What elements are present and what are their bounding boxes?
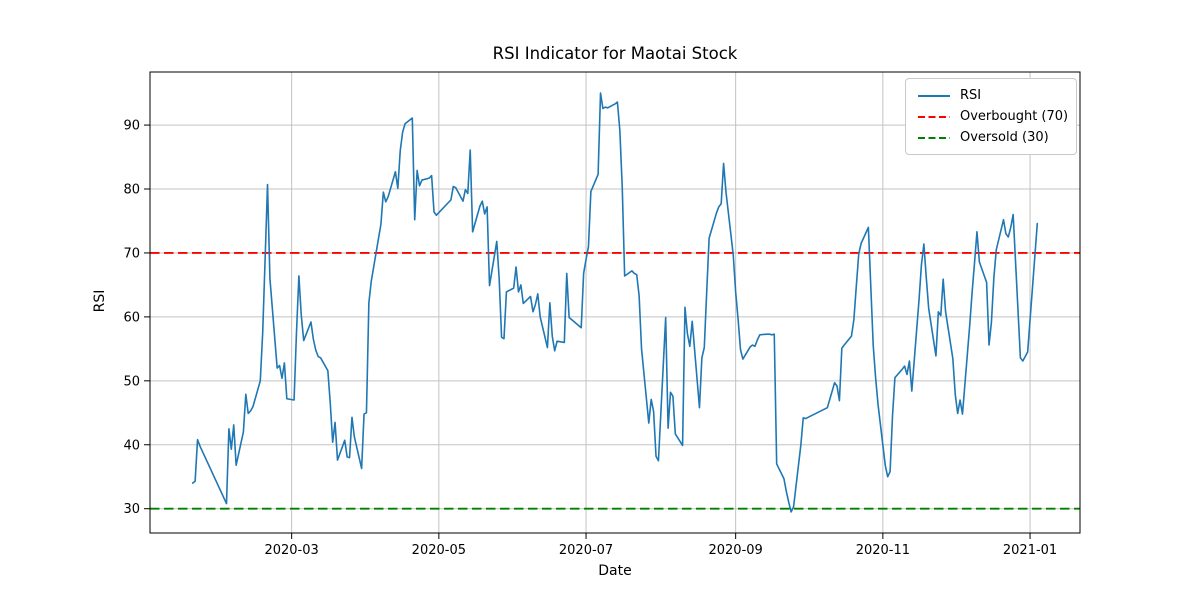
- x-tick-label: 2021-01: [1003, 543, 1057, 558]
- y-tick-label: 60: [123, 310, 140, 325]
- y-axis-label: RSI: [92, 289, 108, 313]
- y-tick-label: 50: [123, 374, 140, 389]
- x-tick-label: 2020-03: [264, 543, 318, 558]
- y-tick-label: 30: [123, 502, 140, 517]
- legend-item-rsi: RSI: [916, 85, 1066, 106]
- legend-line-sample-dashed: [918, 136, 950, 139]
- legend-label: Oversold (30): [960, 130, 1049, 145]
- legend-line-sample-solid: [918, 94, 950, 97]
- legend-item-oversold: Oversold (30): [916, 127, 1066, 148]
- x-tick-label: 2020-11: [856, 543, 910, 558]
- rsi-line: [191, 92, 1039, 513]
- series-layer: [191, 92, 1039, 513]
- legend: RSI Overbought (70) Oversold (30): [905, 78, 1077, 155]
- axis-layer: 30 40 50 60 70 80 90 2020-03 2020-05 2020-07 2020-…: [123, 71, 1081, 558]
- x-tick-label: 2020-07: [559, 543, 613, 558]
- y-tick-label: 80: [123, 183, 140, 198]
- x-tick-label: 2020-05: [412, 543, 466, 558]
- y-tick-label: 90: [123, 119, 140, 134]
- legend-label: Overbought (70): [960, 109, 1069, 124]
- y-tick-label: 40: [123, 438, 140, 453]
- x-axis-label: Date: [598, 563, 632, 579]
- chart-title: RSI Indicator for Maotai Stock: [492, 44, 738, 63]
- y-tick-label: 70: [123, 246, 140, 261]
- legend-label: RSI: [960, 88, 982, 103]
- x-tick-label: 2020-09: [708, 543, 762, 558]
- plot-border: [149, 71, 1081, 534]
- legend-line-sample-dashed: [918, 115, 950, 118]
- legend-item-overbought: Overbought (70): [916, 106, 1069, 127]
